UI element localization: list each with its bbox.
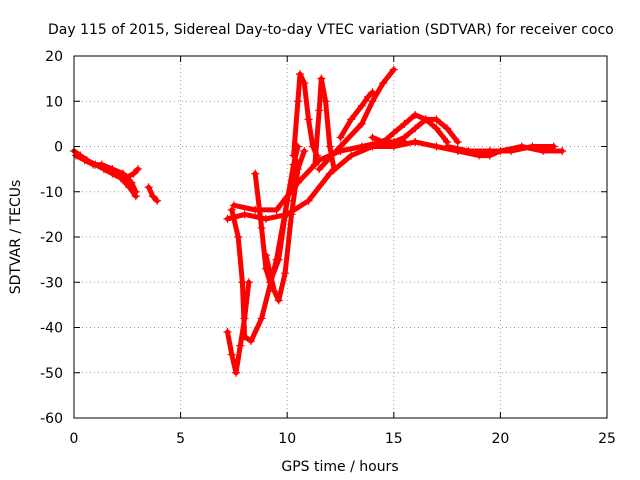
data-point-plus [294,97,302,105]
x-tick-label: 0 [70,431,79,447]
data-point-plus [558,147,566,155]
y-tick-label: -10 [40,185,63,201]
grid-layer [74,56,607,418]
x-tick-label: 20 [491,431,509,447]
x-axis-label: GPS time / hours [281,459,398,475]
y-tick-label: -20 [40,230,63,246]
y-tick-label: -40 [40,321,63,337]
y-tick-label: -30 [40,275,63,291]
data-point-plus [315,106,323,114]
x-tick-label: 5 [176,431,185,447]
series-trace [294,74,317,156]
series-layer [70,66,566,377]
x-tick-label: 25 [598,431,616,447]
y-tick-label: -50 [40,366,63,382]
series-rise-2 [337,88,377,141]
y-tick-label: -60 [40,411,63,427]
x-tick-label: 15 [385,431,403,447]
chart-title: Day 115 of 2015, Sidereal Day-to-day VTE… [48,22,614,38]
y-tick-label: 0 [54,140,63,156]
series-early-4 [145,183,162,205]
y-axis-label: SDTVAR / TECUs [8,180,24,295]
chart-svg: Day 115 of 2015, Sidereal Day-to-day VTE… [0,0,640,480]
x-tick-label: 10 [278,431,296,447]
y-tick-label: 20 [45,49,63,65]
plot-frame [74,56,607,418]
y-tick-label: 10 [45,94,63,110]
